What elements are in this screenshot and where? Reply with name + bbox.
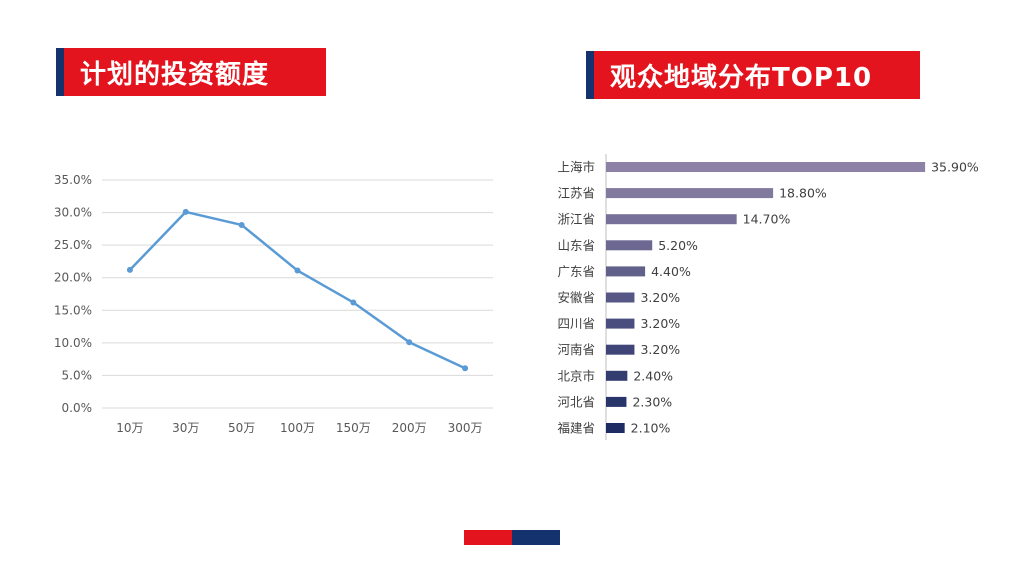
data-point bbox=[238, 221, 245, 228]
bar-category-label: 河南省 bbox=[557, 342, 595, 357]
footer-red-bar bbox=[464, 530, 512, 545]
data-point bbox=[462, 365, 469, 372]
bar-category-label: 江苏省 bbox=[557, 186, 595, 201]
bar-category-label: 四川省 bbox=[557, 316, 595, 331]
data-point bbox=[406, 339, 413, 346]
title-stripe bbox=[586, 51, 594, 99]
bar-category-label: 广东省 bbox=[557, 264, 595, 279]
bar-value-label: 2.40% bbox=[633, 368, 673, 383]
bar-category-label: 福建省 bbox=[557, 421, 595, 436]
bar-value-label: 4.40% bbox=[651, 264, 691, 279]
data-point bbox=[350, 299, 357, 306]
x-tick-label: 50万 bbox=[228, 421, 255, 435]
x-tick-label: 30万 bbox=[172, 421, 199, 435]
y-tick-label: 10.0% bbox=[54, 336, 92, 350]
data-point bbox=[126, 266, 133, 273]
y-tick-label: 20.0% bbox=[54, 271, 92, 285]
region-bar bbox=[606, 162, 926, 172]
bar-category-label: 山东省 bbox=[557, 238, 595, 253]
y-tick-label: 0.0% bbox=[62, 401, 93, 415]
region-bar bbox=[606, 214, 737, 225]
x-tick-label: 100万 bbox=[280, 421, 315, 435]
y-tick-label: 25.0% bbox=[54, 238, 92, 252]
bar-category-label: 北京市 bbox=[557, 368, 595, 383]
bar-value-label: 3.20% bbox=[640, 290, 680, 305]
audience-region-title-text: 观众地域分布TOP10 bbox=[610, 62, 873, 93]
x-tick-label: 200万 bbox=[392, 421, 427, 435]
bar-category-label: 河北省 bbox=[557, 394, 595, 409]
bar-value-label: 2.10% bbox=[631, 421, 671, 436]
bar-category-label: 安徽省 bbox=[557, 290, 595, 305]
region-bar bbox=[606, 188, 774, 199]
footer-blue-bar bbox=[512, 530, 560, 545]
bar-value-label: 18.80% bbox=[779, 186, 827, 201]
region-bar bbox=[606, 266, 646, 277]
y-tick-label: 30.0% bbox=[54, 206, 92, 220]
audience-region-bar-chart: 上海市 35.90% 江苏省 18.80% 浙江省 14.70% 山东省 5.20% 广东省 4.… bbox=[557, 154, 979, 440]
y-tick-label: 5.0% bbox=[62, 368, 93, 382]
title-stripe bbox=[56, 48, 64, 96]
bar-value-label: 14.70% bbox=[743, 212, 791, 227]
bar-category-label: 浙江省 bbox=[557, 212, 595, 227]
investment-line-chart: 0.0% 5.0% 10.0% 15.0% 20.0% 25.0% 30.0% 35.0% 10… bbox=[54, 173, 493, 435]
region-bar bbox=[606, 344, 635, 355]
bar-value-label: 3.20% bbox=[640, 316, 680, 331]
bar-category-label: 上海市 bbox=[557, 160, 595, 175]
region-bar bbox=[606, 370, 628, 381]
region-bar bbox=[606, 423, 625, 433]
investment-title: 计划的投资额度 bbox=[56, 48, 326, 96]
x-tick-label: 10万 bbox=[116, 421, 143, 435]
y-tick-label: 15.0% bbox=[54, 303, 92, 317]
region-bar bbox=[606, 240, 653, 251]
x-tick-label: 150万 bbox=[336, 421, 371, 435]
x-tick-label: 300万 bbox=[448, 421, 483, 435]
y-tick-label: 35.0% bbox=[54, 173, 92, 187]
bar-value-label: 3.20% bbox=[640, 342, 680, 357]
bar-value-label: 35.90% bbox=[931, 160, 979, 175]
bar-value-label: 2.30% bbox=[632, 394, 672, 409]
region-bar bbox=[606, 292, 635, 303]
investment-title-text: 计划的投资额度 bbox=[80, 59, 270, 90]
region-bar bbox=[606, 396, 627, 407]
audience-region-title: 观众地域分布TOP10 bbox=[586, 51, 920, 99]
bar-value-label: 5.20% bbox=[658, 238, 698, 253]
data-point bbox=[182, 208, 189, 215]
region-bar bbox=[606, 318, 635, 329]
data-point bbox=[294, 267, 301, 274]
